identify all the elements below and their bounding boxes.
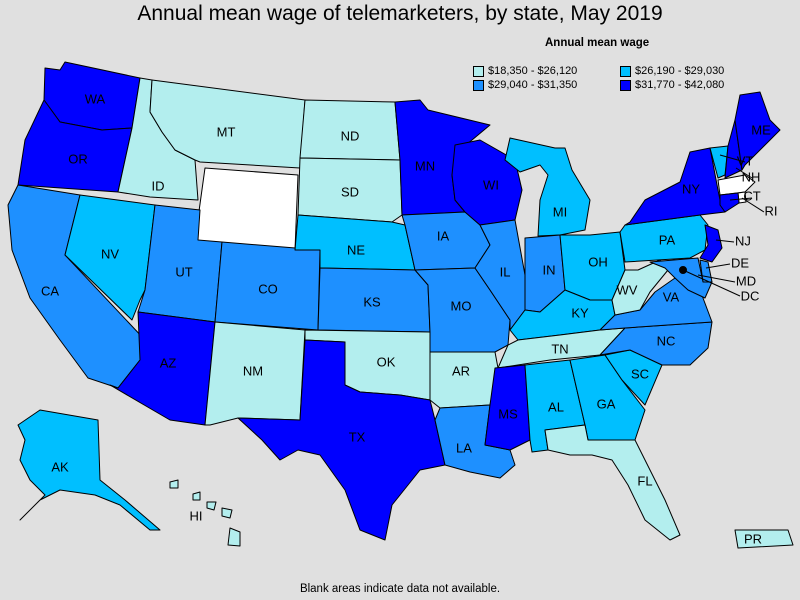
label-DC: DC: [741, 288, 760, 303]
label-NE: NE: [347, 242, 365, 257]
state-MA: [717, 174, 756, 196]
legend-item: $26,190 - $29,030: [620, 65, 724, 77]
leader-CT: [729, 197, 753, 201]
legend-item: $31,770 - $42,080: [620, 79, 724, 91]
label-LA: LA: [456, 440, 472, 455]
label-NY: NY: [682, 181, 700, 196]
label-IL: IL: [500, 264, 511, 279]
label-WI: WI: [483, 177, 499, 192]
state-MD: [649, 257, 713, 299]
label-KS: KS: [363, 294, 381, 309]
legend-label: $31,770 - $42,080: [635, 79, 725, 91]
state-TX: [237, 339, 446, 541]
state-PR: [734, 529, 794, 549]
legend-item: $29,040 - $31,350: [473, 79, 577, 91]
label-GA: GA: [597, 396, 616, 411]
label-PR: PR: [744, 531, 762, 546]
state-IL: [474, 219, 526, 331]
state-FL: [544, 424, 681, 541]
label-AZ: AZ: [160, 355, 177, 370]
label-UT: UT: [175, 264, 192, 279]
label-AR: AR: [452, 363, 470, 378]
label-MN: MN: [415, 158, 435, 173]
state-ME: [734, 91, 781, 171]
label-OK: OK: [377, 354, 396, 369]
label-OH: OH: [588, 254, 608, 269]
label-PA: PA: [659, 232, 676, 247]
label-NC: NC: [657, 333, 676, 348]
legend-item: $18,350 - $26,120: [473, 65, 577, 77]
state-NJ: [699, 224, 723, 263]
legend-swatch: [620, 65, 631, 77]
legend-label: $29,040 - $31,350: [488, 79, 578, 91]
label-IA: IA: [437, 228, 450, 243]
label-AL: AL: [548, 399, 564, 414]
label-MT: MT: [217, 124, 236, 139]
label-TN: TN: [551, 341, 568, 356]
label-CA: CA: [41, 283, 59, 298]
leader-NH: [735, 167, 753, 179]
label-HI: HI: [190, 508, 203, 523]
state-NY: [624, 147, 726, 226]
label-FL: FL: [637, 473, 652, 488]
label-IN: IN: [543, 262, 556, 277]
label-RI: RI: [765, 203, 778, 218]
label-VA: VA: [663, 289, 680, 304]
leader-NJ: [715, 239, 735, 243]
state-AK: [17, 409, 161, 531]
page-title: Annual mean wage of telemarketers, by st…: [137, 2, 663, 25]
label-CO: CO: [258, 281, 278, 296]
leader-DC: [682, 269, 741, 297]
label-CT: CT: [743, 188, 760, 203]
label-KY: KY: [571, 305, 589, 320]
leader-VT: [719, 154, 746, 163]
state-AR: [429, 351, 499, 409]
label-SC: SC: [631, 366, 649, 381]
legend-swatch: [620, 79, 631, 91]
label-WV: WV: [617, 282, 638, 297]
state-HI: [169, 479, 241, 547]
legend-label: $18,350 - $26,120: [488, 65, 578, 77]
legend-swatch: [473, 79, 484, 91]
label-OR: OR: [68, 151, 88, 166]
leader-MD: [697, 274, 736, 283]
label-NV: NV: [101, 246, 119, 261]
legend-label: $26,190 - $29,030: [635, 65, 725, 77]
label-TX: TX: [349, 429, 366, 444]
label-SD: SD: [341, 184, 359, 199]
footnote: Blank areas indicate data not available.: [299, 583, 501, 595]
label-MD: MD: [736, 273, 756, 288]
label-NH: NH: [742, 169, 761, 184]
state-SD: [297, 157, 403, 223]
label-ND: ND: [341, 128, 360, 143]
label-ID: ID: [152, 178, 165, 193]
leader-DE: [705, 263, 731, 269]
label-DE: DE: [731, 255, 749, 270]
label-NM: NM: [243, 363, 263, 378]
label-VT: VT: [737, 153, 754, 168]
label-MO: MO: [451, 298, 472, 313]
state-WY: [194, 167, 299, 251]
label-MS: MS: [498, 406, 518, 421]
legend-swatch: [473, 65, 484, 77]
label-WA: WA: [85, 91, 106, 106]
label-MI: MI: [553, 204, 567, 219]
leader-RI: [741, 197, 765, 213]
label-NJ: NJ: [735, 233, 751, 248]
legend-title: Annual mean wage: [545, 37, 650, 49]
label-ME: ME: [751, 122, 771, 137]
state-CT: [719, 192, 740, 213]
label-AK: AK: [51, 459, 69, 474]
